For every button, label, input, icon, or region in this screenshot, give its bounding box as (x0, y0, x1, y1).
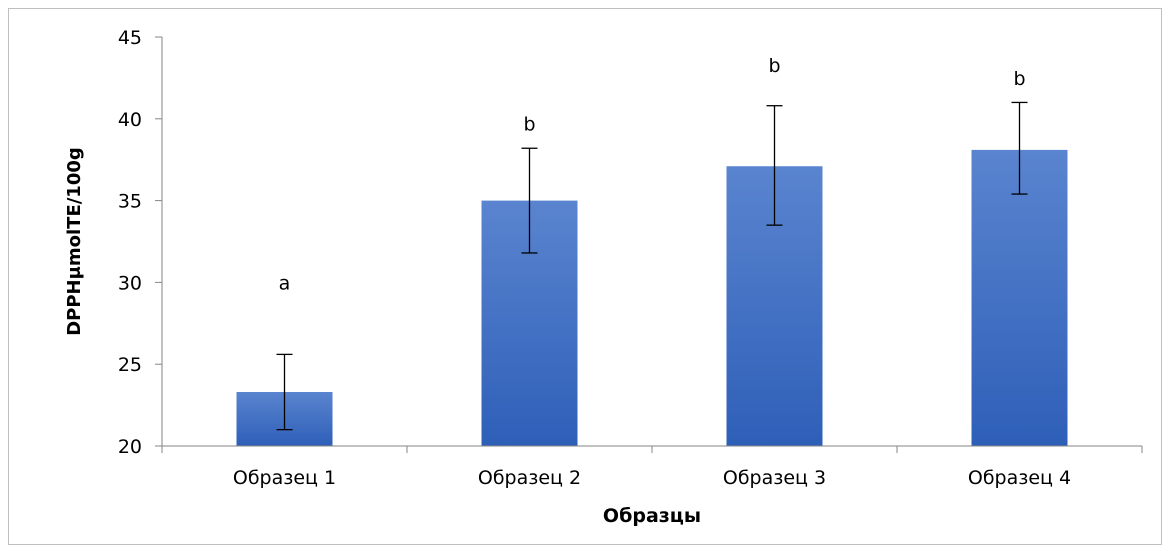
labels-layer: 20 25 30 35 40 45 Образец 1 a Образец 2 b Образец … (118, 27, 1071, 489)
y-tick-label: 30 (118, 272, 142, 294)
category-label: Образец 4 (968, 467, 1071, 489)
chart-frame (8, 8, 1162, 545)
y-axis-title: DPPHμmolTE/100g (64, 147, 85, 336)
y-tick-label: 40 (118, 109, 142, 131)
significance-label: b (523, 114, 535, 136)
category-label: Образец 1 (233, 467, 336, 489)
axes-layer (155, 36, 1143, 453)
y-tick-label: 35 (118, 191, 142, 213)
error-bars-layer (276, 101, 1028, 431)
y-tick-label: 45 (118, 27, 142, 49)
y-tick-label: 25 (118, 354, 142, 376)
category-label: Образец 3 (723, 467, 826, 489)
significance-label: b (1013, 68, 1025, 90)
significance-label: a (279, 272, 291, 294)
x-axis-title: Образцы (603, 505, 701, 527)
category-label: Образец 2 (478, 467, 581, 489)
bars-layer (236, 149, 1068, 446)
y-tick-label: 20 (118, 436, 142, 458)
significance-label: b (768, 55, 780, 77)
bar (971, 149, 1068, 446)
